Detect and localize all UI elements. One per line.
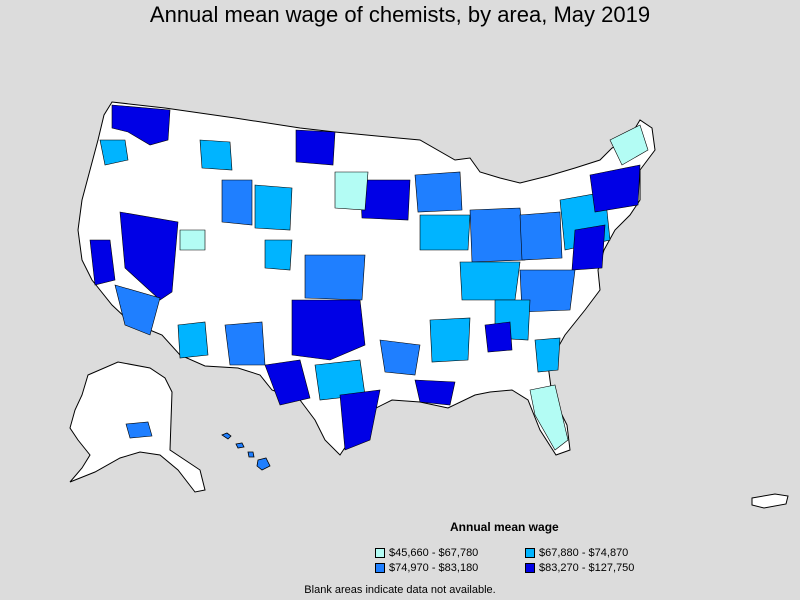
hawaii-islands [221, 432, 271, 471]
legend-item-3: $74,970 - $83,180 [375, 561, 478, 575]
legend-swatch-3 [375, 563, 385, 573]
legend-swatch-4 [525, 563, 535, 573]
legend-swatch-1 [375, 548, 385, 558]
legend-item-4: $83,270 - $127,750 [525, 561, 634, 575]
legend-swatch-2 [525, 548, 535, 558]
footnote: Blank areas indicate data not available. [304, 584, 496, 596]
legend-label-3: $74,970 - $83,180 [389, 562, 479, 574]
legend-label-4: $83,270 - $127,750 [539, 562, 635, 574]
legend-item-2: $67,880 - $74,870 [525, 546, 628, 560]
puerto-rico [751, 493, 789, 509]
map-title: Annual mean wage of chemists, by area, M… [149, 2, 651, 27]
legend-label-2: $67,880 - $74,870 [539, 547, 629, 559]
legend-label-1: $45,660 - $67,780 [389, 547, 479, 559]
legend-item-1: $45,660 - $67,780 [375, 546, 478, 560]
legend-title: Annual mean wage [450, 520, 559, 534]
